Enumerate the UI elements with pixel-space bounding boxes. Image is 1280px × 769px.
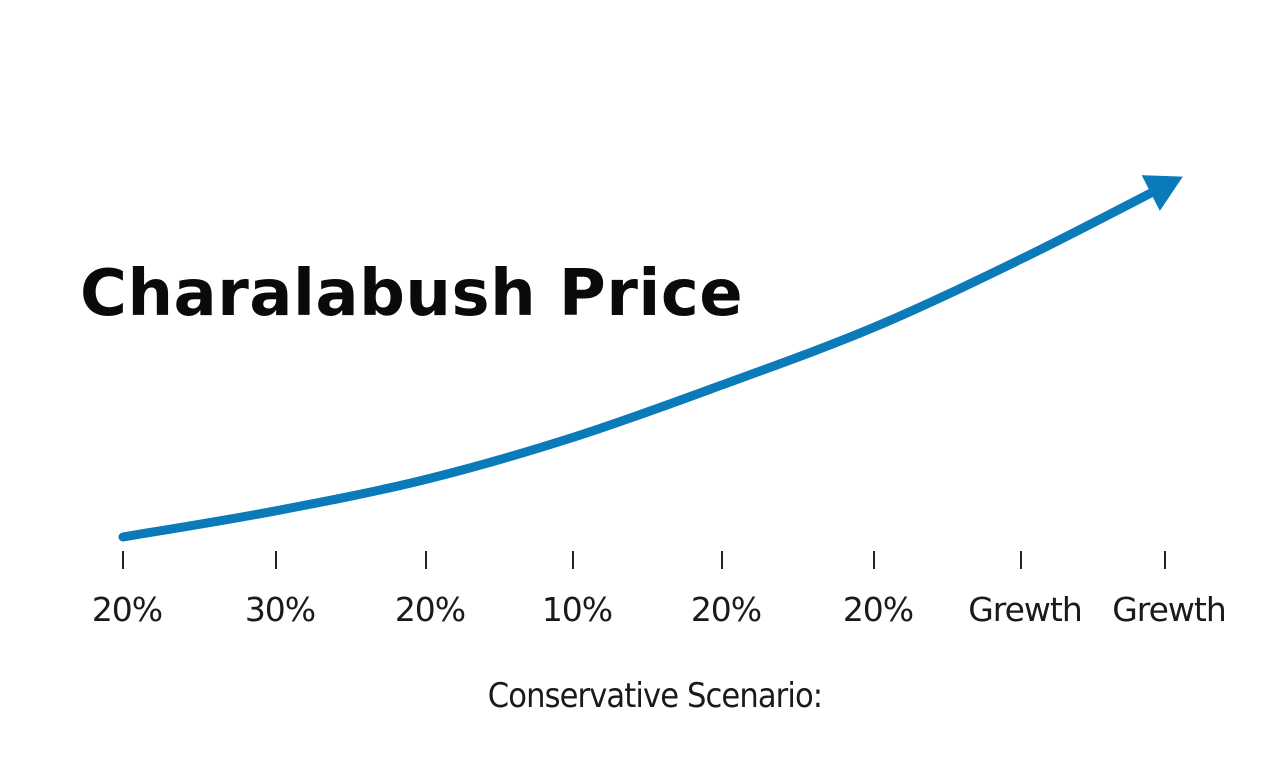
x-axis-label: Conservative Scenario: bbox=[487, 676, 823, 716]
x-tick-label-2: 20% bbox=[395, 590, 465, 629]
x-tick-label-7: Grewth bbox=[1112, 590, 1226, 629]
x-tick-label-3: 10% bbox=[542, 590, 612, 629]
x-tick-label-0: 20% bbox=[92, 590, 162, 629]
x-tick-label-6: Grewth bbox=[968, 590, 1082, 629]
x-tick-label-5: 20% bbox=[843, 590, 913, 629]
arrowhead-icon bbox=[1141, 175, 1183, 211]
series-line-0 bbox=[118, 181, 1170, 542]
x-tick-label-4: 20% bbox=[691, 590, 761, 629]
x-tick-label-1: 30% bbox=[245, 590, 315, 629]
chart-title: Charalabush Price bbox=[80, 257, 744, 331]
